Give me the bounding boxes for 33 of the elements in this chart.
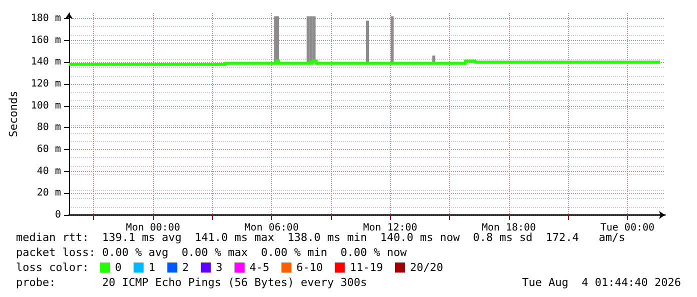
y-tick-label: 180 m bbox=[30, 12, 61, 24]
legend-label: 11-19 bbox=[350, 261, 383, 274]
y-tick-label: 0 bbox=[54, 210, 61, 220]
x-tick-label: Mon 18:00 bbox=[482, 222, 536, 234]
legend-label: 3 bbox=[216, 261, 222, 274]
y-tick-label: 160 m bbox=[30, 34, 61, 46]
legend-label: 0 bbox=[115, 261, 122, 274]
y-tick-label: 40 m bbox=[36, 166, 61, 177]
x-tick-label: Mon 12:00 bbox=[363, 222, 418, 234]
bar bbox=[390, 16, 394, 62]
bar bbox=[306, 16, 310, 62]
legend-title: loss color: bbox=[16, 261, 89, 274]
x-tick-label: Tue 00:00 bbox=[600, 222, 655, 234]
legend-label: 4-5 bbox=[249, 261, 270, 274]
y-tick-label: 60 m bbox=[36, 144, 61, 155]
y-tick-label: 100 m bbox=[30, 100, 61, 112]
legend-label: 20/20 bbox=[410, 261, 444, 274]
legend-label: 6-10 bbox=[296, 261, 323, 274]
x-tick-label: Mon 06:00 bbox=[244, 222, 299, 234]
legend-label: 2 bbox=[182, 261, 189, 274]
y-axis-title: Seconds bbox=[7, 90, 20, 138]
bar bbox=[432, 56, 436, 62]
text: median rtt: 139.1 ms avg 141.0 ms max 138.0 ms min 140.0 ms now 0.8 ms sd 172.4 am/s bbox=[16, 231, 626, 244]
y-tick-label: 80 m bbox=[36, 122, 61, 134]
text: packet loss: 0.00 % avg 0.00 % max 0.00 % min 0.00 % now bbox=[16, 246, 408, 259]
text: Tue Aug 4 01:44:40 2026 bbox=[522, 276, 682, 289]
y-tick-label: 120 m bbox=[30, 78, 61, 90]
legend-label: 1 bbox=[148, 261, 156, 274]
y-tick-label: 20 m bbox=[36, 188, 61, 199]
bar bbox=[366, 20, 369, 62]
x-tick-label: Mon 00:00 bbox=[126, 222, 180, 234]
text: probe: 20 ICMP Echo Pings (56 Bytes) every 300s bbox=[16, 276, 367, 289]
y-tick-label: 140 m bbox=[30, 56, 61, 68]
